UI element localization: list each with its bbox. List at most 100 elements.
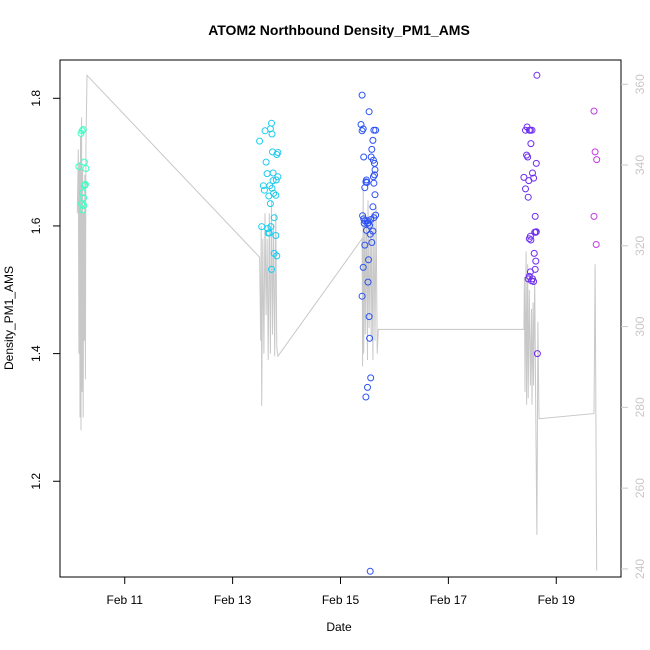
x-axis: Feb 11 Feb 13 Feb 15 Feb 17 Feb 19 (106, 576, 576, 607)
y2-tick-label: 300 (633, 316, 647, 336)
data-point (591, 148, 599, 156)
data-point (266, 200, 274, 208)
data-point (524, 153, 532, 161)
y2-tick-label: 280 (633, 397, 647, 417)
y-axis-title: Density_PM1_AMS (2, 266, 16, 370)
y-tick-label: 1.8 (29, 90, 43, 107)
series-line (76, 74, 598, 571)
data-point (358, 91, 366, 99)
data-point (267, 223, 275, 231)
data-point (532, 159, 540, 167)
data-point (365, 108, 373, 116)
data-point (528, 126, 536, 134)
data-point (268, 119, 275, 127)
data-point (529, 169, 536, 177)
data-point (363, 179, 371, 186)
data-point (365, 256, 372, 264)
data-point (533, 71, 541, 79)
data-point (590, 212, 598, 220)
data-point (262, 158, 270, 166)
data-point (79, 126, 87, 134)
data-point (531, 212, 539, 220)
data-point (527, 140, 535, 148)
x-tick-label: Feb 19 (538, 593, 576, 607)
data-point (270, 214, 278, 222)
data-point (530, 249, 538, 257)
y-axis: 1.2 1.4 1.6 1.8 (29, 90, 60, 490)
data-point (80, 194, 88, 202)
y2-tick-label: 360 (633, 74, 647, 94)
data-point (270, 189, 278, 197)
data-point (258, 223, 266, 231)
data-point (370, 179, 378, 187)
data-point (80, 202, 88, 209)
data-point (272, 191, 280, 199)
data-point (272, 232, 280, 239)
data-point (371, 191, 379, 199)
x-tick-label: Feb 11 (106, 593, 143, 607)
x-axis-title: Date (326, 620, 352, 634)
data-point (533, 350, 541, 358)
data-point (360, 153, 368, 161)
data-point (269, 169, 277, 177)
data-point (368, 145, 376, 153)
data-point (75, 163, 83, 171)
data-point (365, 313, 373, 321)
data-point (260, 186, 268, 194)
data-point (268, 130, 276, 138)
y-axis-right: 240 260 280 300 320 340 360 (621, 74, 647, 579)
data-point (371, 166, 379, 174)
data-point (369, 203, 377, 211)
data-point (273, 252, 281, 260)
data-point (524, 193, 532, 201)
x-tick-label: Feb 13 (214, 593, 252, 607)
data-point (372, 126, 380, 134)
x-tick-label: Feb 17 (430, 593, 468, 607)
data-point (368, 239, 376, 246)
data-point (82, 165, 90, 172)
data-point (265, 229, 273, 237)
data-point (79, 206, 87, 214)
data-point (369, 156, 377, 164)
y-tick-label: 1.2 (29, 473, 43, 490)
data-point (268, 265, 275, 273)
y2-tick-label: 240 (633, 559, 647, 579)
data-point (532, 228, 540, 236)
data-point (263, 170, 271, 178)
y-tick-label: 1.4 (29, 345, 43, 362)
data-point (362, 176, 370, 184)
data-point (590, 107, 598, 115)
data-point (526, 232, 534, 240)
data-point (522, 185, 529, 193)
x-tick-label: Feb 15 (322, 593, 360, 607)
data-point (359, 125, 367, 133)
chart-title: ATOM2 Northbound Density_PM1_AMS (208, 22, 470, 38)
data-point (256, 137, 264, 145)
data-point (358, 292, 366, 300)
data-point (81, 181, 89, 188)
data-point (530, 278, 538, 285)
data-point (274, 149, 282, 156)
data-point (593, 156, 601, 164)
data-point (367, 374, 375, 382)
data-point (372, 211, 380, 219)
data-point (78, 127, 86, 135)
data-point (80, 158, 88, 166)
data-point (532, 257, 540, 265)
data-point (364, 278, 372, 286)
data-point (527, 236, 535, 244)
data-point (361, 241, 369, 249)
data-point (366, 567, 374, 575)
data-point (269, 177, 277, 185)
data-point (369, 136, 377, 144)
y2-tick-label: 340 (633, 155, 647, 175)
data-point (369, 227, 377, 235)
data-point (274, 173, 282, 181)
y-tick-label: 1.6 (29, 217, 43, 234)
points-layer (75, 71, 601, 575)
data-point (592, 241, 600, 248)
data-point (531, 265, 539, 273)
data-point (364, 383, 371, 391)
y2-tick-label: 260 (633, 478, 647, 498)
